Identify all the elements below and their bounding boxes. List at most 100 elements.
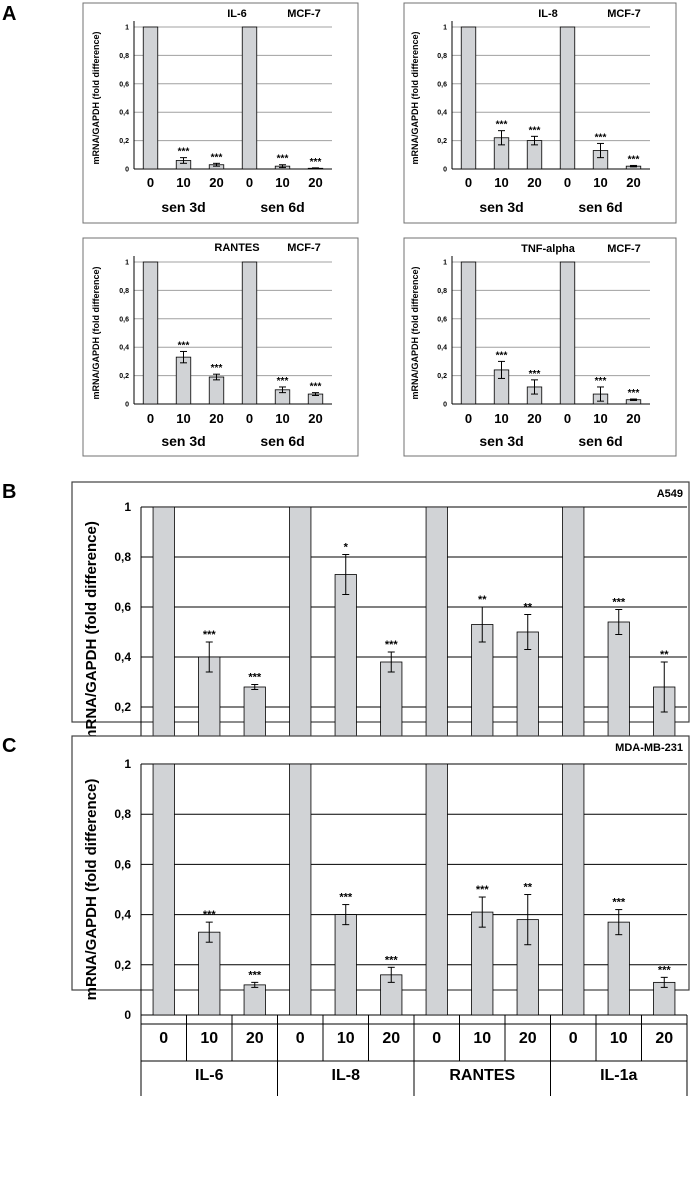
x-category-label: 20: [308, 175, 322, 190]
x-category-label: 20: [209, 175, 223, 190]
x-category-label: 0: [246, 411, 253, 426]
bar: [241, 26, 258, 170]
group-label: sen 6d: [260, 433, 304, 449]
x-category-label: 10: [176, 411, 190, 426]
significance-label: ***: [203, 629, 217, 641]
x-category-label: 0: [569, 1030, 578, 1047]
chart-title: IL-6: [227, 8, 247, 20]
significance-label: ***: [476, 884, 490, 896]
x-category-label: 10: [473, 1030, 491, 1047]
y-tick-label: 0,2: [437, 138, 447, 145]
x-category-label: 0: [564, 411, 571, 426]
bar: [607, 921, 630, 1016]
x-category-label: 20: [655, 1030, 673, 1047]
significance-label: ***: [385, 954, 399, 966]
y-tick-label: 1: [443, 260, 447, 267]
y-tick-label: 0,8: [437, 53, 447, 60]
bar: [562, 763, 585, 1016]
y-tick-label: 0,2: [114, 700, 131, 714]
bar: [460, 261, 477, 405]
significance-label: ***: [628, 154, 640, 165]
x-category-label: 10: [176, 175, 190, 190]
bar: [425, 506, 448, 758]
significance-label: ***: [310, 382, 322, 393]
bar: [559, 261, 576, 405]
x-category-label: 0: [246, 175, 253, 190]
x-category-label: 10: [275, 411, 289, 426]
x-category-label: 0: [147, 411, 154, 426]
group-label: IL-1a: [600, 1067, 637, 1084]
y-tick-label: 0: [443, 167, 447, 174]
panel-letter-c: C: [2, 735, 16, 757]
y-tick-label: 0,4: [437, 110, 447, 117]
chart-2: 0 0,2 0,4 0,6 0,8 1 mRNA/GAPDH (fold differenc…: [82, 237, 359, 457]
significance-label: ***: [248, 969, 262, 981]
significance-label: ***: [248, 672, 262, 684]
charts-layer: 0 0,2 0,4 0,6 0,8 1 mRNA/GAPDH (fold differenc…: [71, 2, 690, 1096]
y-tick-label: 0,4: [119, 345, 129, 352]
significance-label: ***: [203, 909, 217, 921]
x-category-label: 0: [296, 1030, 305, 1047]
bar: [559, 26, 576, 170]
significance-label: **: [523, 882, 532, 894]
y-tick-label: 0,6: [119, 316, 129, 323]
significance-label: ***: [612, 897, 626, 909]
y-tick-label: 0,6: [114, 857, 131, 871]
bar: [334, 574, 357, 758]
significance-label: **: [660, 649, 669, 661]
x-category-label: 20: [527, 175, 541, 190]
y-tick-label: 0,6: [437, 316, 447, 323]
x-category-label: 20: [626, 175, 640, 190]
y-tick-label: 0,2: [114, 958, 131, 972]
y-tick-label: 1: [124, 500, 131, 514]
group-label: sen 3d: [479, 433, 523, 449]
x-category-label: 0: [147, 175, 154, 190]
bar: [289, 763, 312, 1016]
bar: [208, 376, 225, 405]
significance-label: ***: [178, 147, 190, 158]
y-axis-label: mRNA/GAPDH (fold difference): [83, 779, 100, 1001]
y-tick-label: 0: [125, 402, 129, 409]
bar: [152, 506, 175, 758]
x-category-label: 10: [593, 411, 607, 426]
significance-label: *: [344, 542, 349, 554]
significance-label: ***: [529, 125, 541, 136]
y-tick-label: 0,8: [114, 550, 131, 564]
bar: [334, 914, 357, 1016]
y-tick-label: 0,4: [114, 650, 131, 664]
group-label: IL-8: [332, 1067, 361, 1084]
significance-label: ***: [529, 369, 541, 380]
x-category-label: 20: [626, 411, 640, 426]
y-tick-label: 0,2: [437, 373, 447, 380]
cell-line-label: MCF-7: [287, 8, 321, 20]
bar: [152, 763, 175, 1016]
panel-letter-b: B: [2, 481, 16, 503]
bar: [198, 931, 221, 1016]
cell-line-label: MCF-7: [607, 243, 641, 255]
x-category-label: 10: [494, 175, 508, 190]
group-label: sen 3d: [161, 433, 205, 449]
x-category-label: 0: [159, 1030, 168, 1047]
significance-label: **: [523, 602, 532, 614]
y-tick-label: 0,8: [114, 807, 131, 821]
y-axis-label: mRNA/GAPDH (fold difference): [91, 266, 101, 399]
bar: [460, 26, 477, 170]
significance-label: ***: [178, 340, 190, 351]
significance-label: ***: [277, 154, 289, 165]
y-tick-label: 1: [125, 260, 129, 267]
y-tick-label: 0,6: [437, 81, 447, 88]
chart-0: 0 0,2 0,4 0,6 0,8 1 mRNA/GAPDH (fold differenc…: [82, 2, 359, 224]
group-label: sen 3d: [479, 199, 523, 215]
y-tick-label: 0,4: [114, 908, 131, 922]
chart-title: TNF-alpha: [521, 243, 576, 255]
y-tick-label: 0,2: [119, 138, 129, 145]
panel-letter-a: A: [2, 3, 16, 25]
y-tick-label: 0,8: [437, 288, 447, 295]
chart-1: 0 0,2 0,4 0,6 0,8 1 mRNA/GAPDH (fold differenc…: [403, 2, 677, 224]
y-tick-label: 0,8: [119, 53, 129, 60]
cell-line-label: MCF-7: [607, 8, 641, 20]
bar: [142, 26, 159, 170]
significance-label: ***: [628, 388, 640, 399]
significance-label: ***: [211, 152, 223, 163]
